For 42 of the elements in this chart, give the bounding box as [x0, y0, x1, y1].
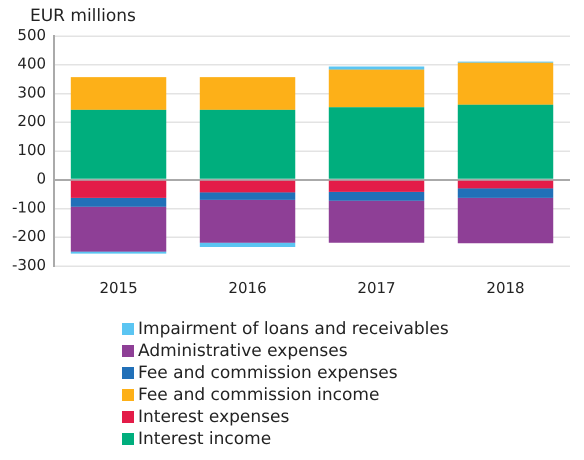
bar — [328, 180, 424, 192]
y-tick-label: 200 — [17, 112, 46, 130]
bar — [458, 62, 554, 105]
legend-label: Interest income — [138, 429, 272, 449]
bar — [328, 70, 424, 108]
bar — [70, 77, 166, 110]
bar — [328, 107, 424, 179]
bar — [328, 66, 424, 70]
bar — [200, 242, 296, 248]
y-tick-label: -100 — [12, 198, 46, 216]
legend-label: Fee and commission income — [138, 385, 380, 405]
bar — [70, 206, 166, 252]
bar — [70, 180, 166, 198]
legend-label: Administrative expenses — [138, 341, 348, 361]
bar — [70, 198, 166, 207]
bar — [200, 180, 296, 192]
y-tick-label: 400 — [17, 54, 46, 73]
y-tick-label: -200 — [12, 227, 46, 246]
bar — [200, 77, 296, 110]
bar — [70, 110, 166, 179]
bar — [200, 200, 296, 243]
legend-label: Impairment of loans and receivables — [138, 319, 449, 339]
bar — [200, 192, 296, 200]
x-tick-label: 2018 — [486, 278, 525, 297]
legend-label: Interest expenses — [138, 407, 290, 427]
x-tick-label: 2015 — [99, 278, 138, 297]
y-axis-title: EUR millions — [30, 6, 136, 26]
y-tick-label: 0 — [36, 170, 46, 188]
bar — [458, 104, 554, 179]
bar — [458, 180, 554, 188]
bar — [328, 200, 424, 243]
y-tick-label: 300 — [17, 83, 46, 102]
bar — [458, 198, 554, 244]
x-tick-label: 2016 — [228, 278, 267, 297]
bar — [200, 110, 296, 179]
bar — [458, 188, 554, 198]
bar — [328, 192, 424, 201]
y-tick-label: 500 — [17, 26, 46, 44]
y-tick-label: -300 — [12, 256, 46, 274]
x-tick-label: 2017 — [357, 278, 396, 297]
y-tick-label: 100 — [17, 140, 46, 159]
legend-label: Fee and commission expenses — [138, 363, 398, 383]
